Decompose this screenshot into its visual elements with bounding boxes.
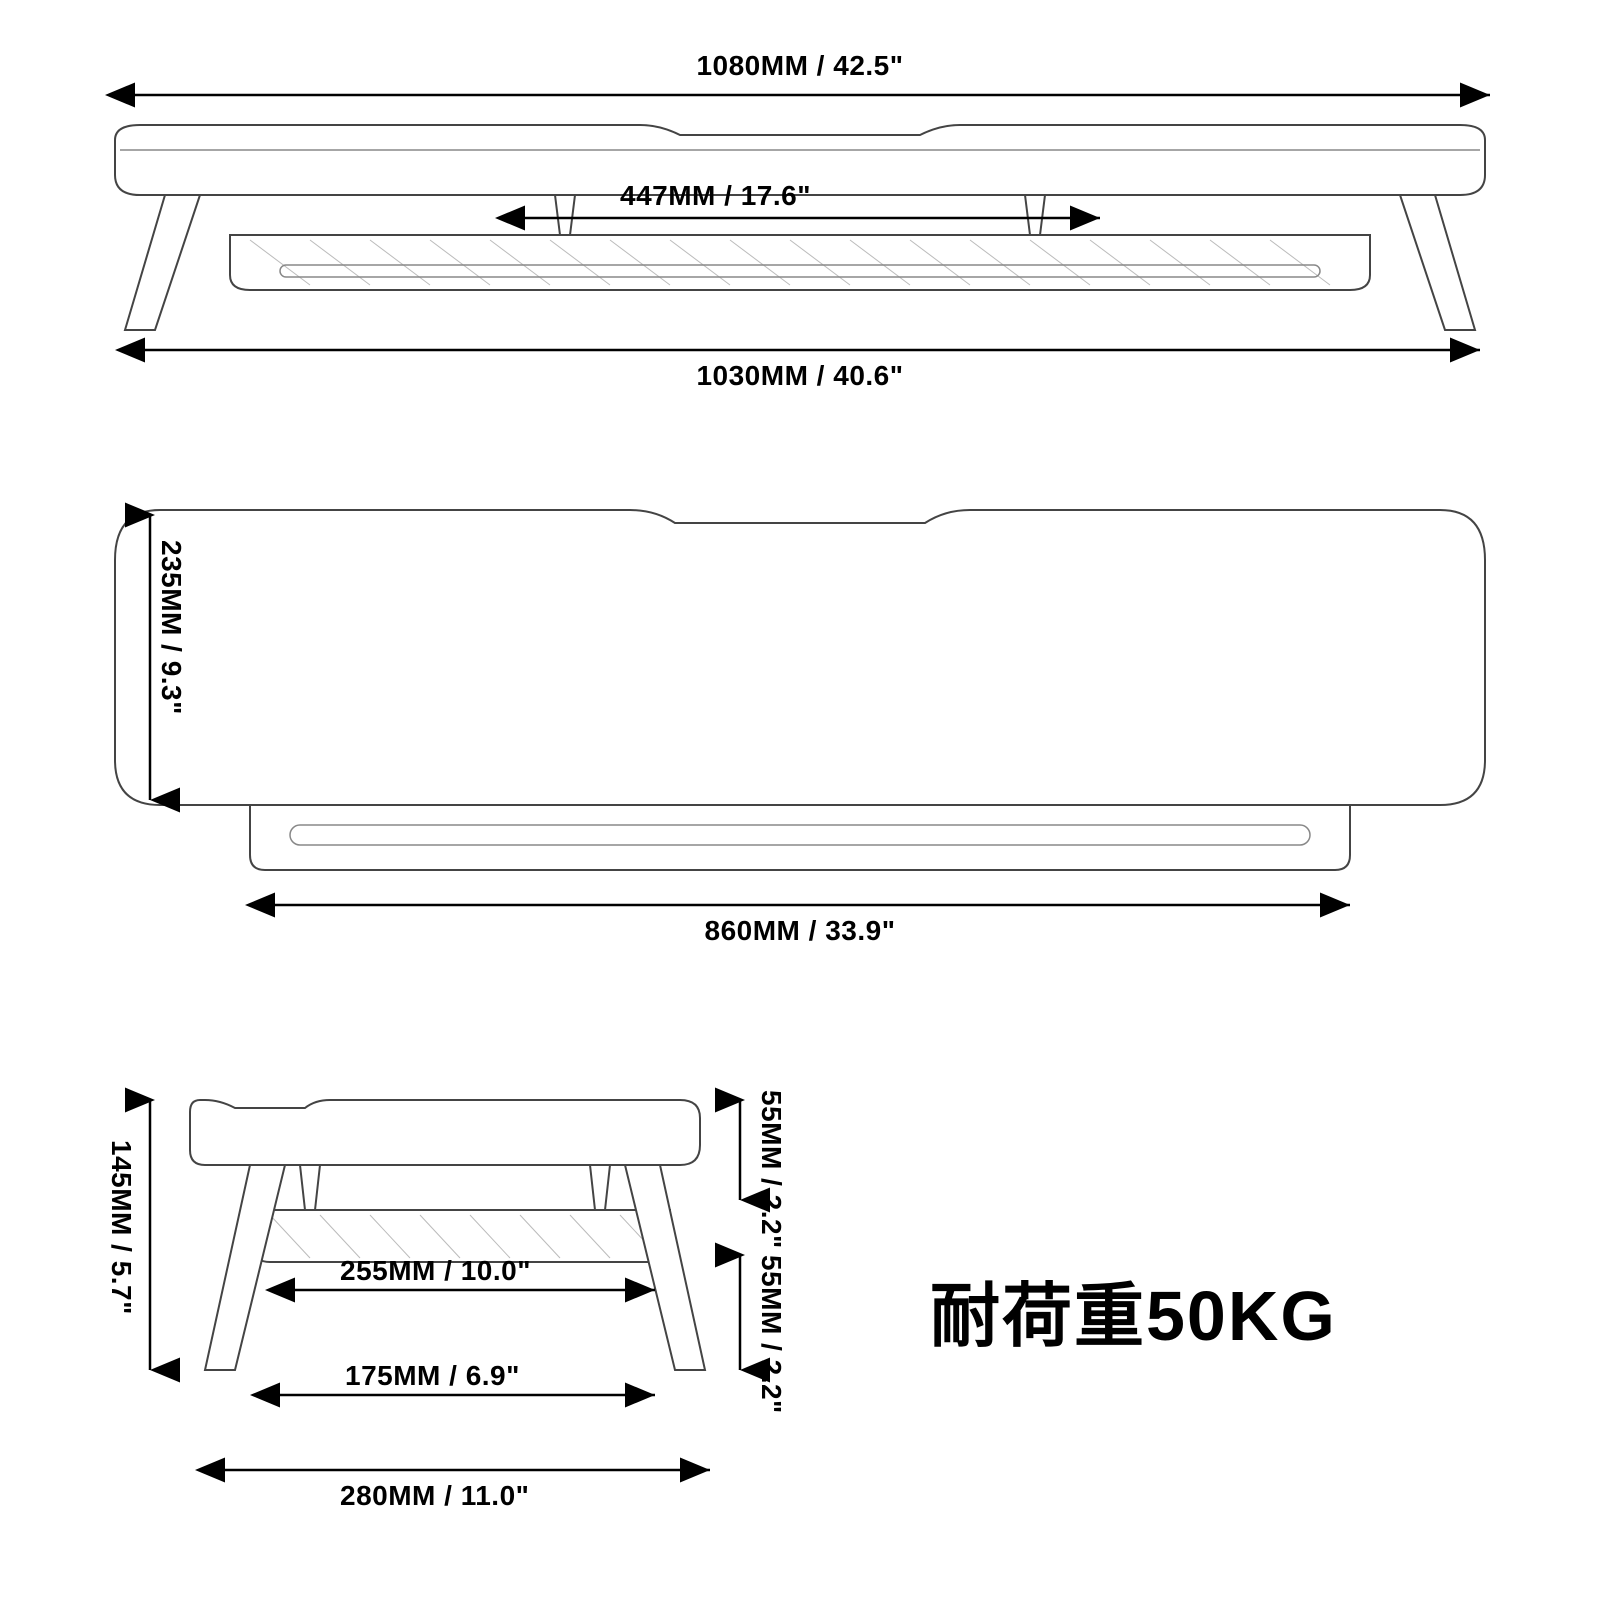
dim-front-base-width: 1030MM / 40.6" <box>0 360 1600 392</box>
dim-side-shelf-depth: 255MM / 10.0" <box>340 1255 531 1287</box>
diagram-svg <box>0 0 1600 1600</box>
dim-front-mid-width: 447MM / 17.6" <box>620 180 811 212</box>
dim-side-top-to-shelf: 55MM / 2.2" <box>755 1090 787 1249</box>
dim-top-depth: 235MM / 9.3" <box>155 540 187 715</box>
dimension-diagram: 1080MM / 42.5" 447MM / 17.6" 1030MM / 40… <box>0 0 1600 1600</box>
dim-side-shelf-to-base: 55MM / 2.2" <box>755 1255 787 1414</box>
dim-front-top-width: 1080MM / 42.5" <box>0 50 1600 82</box>
top-view <box>115 510 1485 905</box>
dim-top-tray-width: 860MM / 33.9" <box>0 915 1600 947</box>
dim-side-height: 145MM / 5.7" <box>105 1140 137 1315</box>
load-capacity: 耐荷重50KG <box>930 1260 1337 1361</box>
dim-side-base-depth: 280MM / 11.0" <box>340 1480 529 1512</box>
dim-side-foot-span: 175MM / 6.9" <box>345 1360 520 1392</box>
front-view <box>110 95 1490 350</box>
